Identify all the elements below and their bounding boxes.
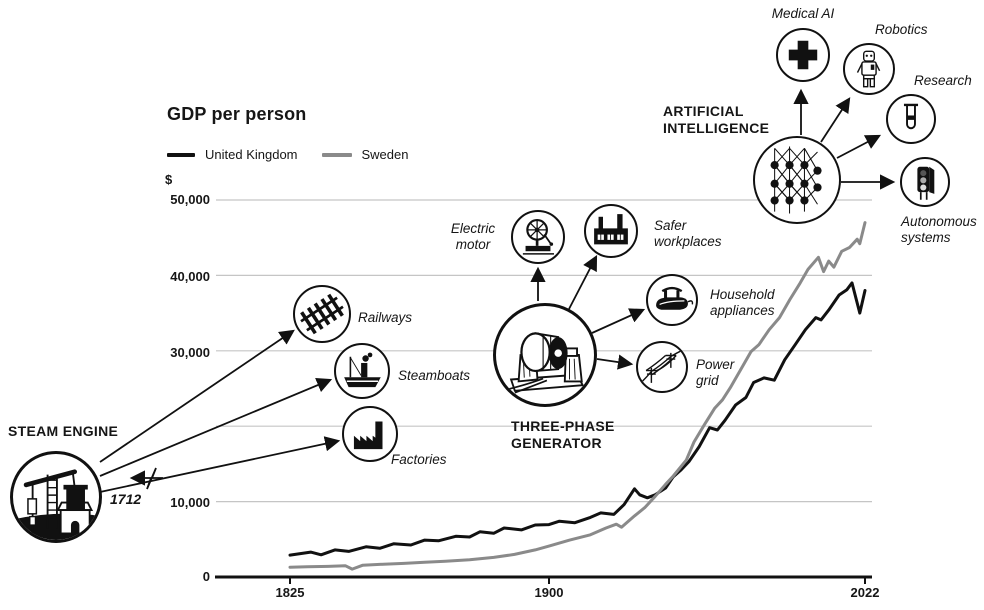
ytick-30000: 30,000 — [170, 345, 210, 360]
series-line-sweden — [288, 221, 867, 571]
arrow-generator-safer — [568, 254, 598, 310]
axis-tick-marks — [289, 577, 866, 584]
autonomous-systems-circle — [900, 157, 950, 207]
household-appliances-label: Household appliances — [710, 287, 775, 318]
railways-circle — [293, 285, 351, 343]
power-lines-icon — [642, 349, 683, 383]
arrow-ai-robotics — [820, 97, 851, 143]
xtick-1900: 1900 — [534, 585, 564, 600]
y-axis-unit: $ — [165, 172, 173, 187]
railway-track-icon — [300, 293, 344, 335]
electric-motor-label: Electric motor — [450, 221, 496, 252]
safer-workplaces-label: Safer workplaces — [654, 218, 722, 249]
factory-windows-icon — [594, 214, 628, 245]
steam-engine-title: STEAM ENGINE — [8, 423, 119, 439]
legend-swatch-uk — [167, 152, 195, 157]
steamboats-circle — [334, 343, 390, 399]
generator-circle — [493, 303, 597, 407]
generator-title: THREE-PHASE GENERATOR — [511, 418, 615, 451]
steam-engine-icon — [13, 469, 99, 540]
steamboat-icon — [344, 352, 381, 388]
electric-motor-circle — [511, 210, 565, 264]
power-grid-circle — [636, 341, 688, 393]
factories-circle — [342, 406, 398, 462]
ai-title: ARTIFICIAL INTELLIGENCE — [663, 103, 770, 136]
arrow-steam-railways — [99, 329, 295, 463]
ytick-10000: 10,000 — [170, 495, 210, 510]
arrow-ai-research — [836, 134, 882, 159]
ytick-0: 0 — [202, 569, 210, 584]
medical-ai-label: Medical AI — [771, 6, 835, 21]
arrow-generator-household — [591, 308, 646, 334]
robotics-circle — [843, 43, 895, 95]
safer-workplaces-circle — [584, 204, 638, 258]
ytick-50000: 50,000 — [170, 192, 210, 207]
generator-icon — [508, 332, 585, 394]
xtick-2022: 2022 — [850, 585, 880, 600]
traffic-light-icon — [917, 166, 935, 200]
page-title: GDP per person — [167, 104, 307, 124]
legend-label-sweden: Sweden — [361, 147, 409, 162]
research-circle — [886, 94, 936, 144]
arrow-timeline-break-1712 — [129, 467, 163, 490]
legend: United Kingdom Sweden — [167, 147, 422, 162]
flat-iron-icon — [656, 286, 694, 310]
steamboats-label: Steamboats — [398, 368, 471, 383]
robotics-label: Robotics — [875, 22, 928, 37]
medical-ai-circle — [776, 28, 830, 82]
ai-circle — [753, 136, 841, 224]
research-label: Research — [914, 73, 972, 88]
neural-network-icon — [770, 146, 822, 214]
arrow-steam-factories — [99, 436, 341, 493]
household-appliances-circle — [646, 274, 698, 326]
arrow-generator-grid — [596, 354, 634, 370]
legend-label-uk: United Kingdom — [205, 147, 298, 162]
series-line-united-kingdom — [288, 281, 867, 557]
arrow-steam-steamboats — [99, 377, 333, 477]
autonomous-systems-label: Autonomous systems — [901, 214, 977, 245]
railways-label: Railways — [358, 310, 413, 325]
annotation-arrows — [99, 88, 896, 493]
gdp-series-lines — [288, 221, 867, 571]
steam-engine-circle — [10, 451, 102, 543]
robot-icon — [856, 50, 881, 88]
xtick-1825: 1825 — [275, 585, 305, 600]
medical-cross-icon — [788, 40, 818, 70]
ytick-40000: 40,000 — [170, 269, 210, 284]
steam-engine-year: 1712 — [110, 491, 142, 507]
legend-swatch-sweden — [321, 152, 352, 157]
test-tube-icon — [903, 103, 919, 130]
factories-label: Factories — [391, 452, 447, 467]
factory-icon — [353, 421, 383, 450]
power-grid-label: Power grid — [696, 357, 735, 388]
electric-motor-icon — [522, 219, 554, 255]
